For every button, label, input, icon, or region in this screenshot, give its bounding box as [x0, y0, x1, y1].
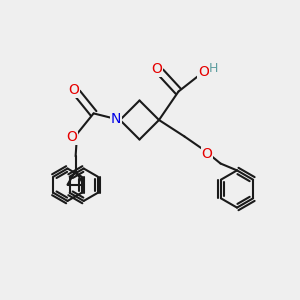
Text: H: H — [209, 62, 219, 76]
Text: O: O — [66, 130, 77, 144]
Text: O: O — [202, 147, 212, 160]
Text: O: O — [198, 65, 209, 79]
Text: O: O — [68, 83, 79, 97]
Text: N: N — [111, 112, 121, 126]
Text: O: O — [151, 62, 162, 76]
